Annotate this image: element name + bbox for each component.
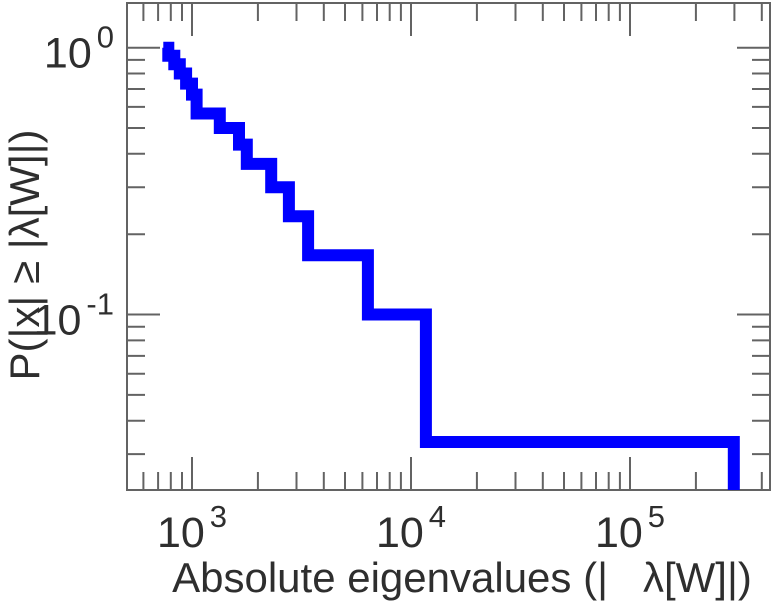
x-tick-label: 10 3: [157, 499, 227, 557]
x-tick-label: 10 4: [376, 499, 446, 557]
plot-border: [126, 2, 771, 491]
x-tick-label: 10 5: [595, 499, 665, 557]
y-axis-title: P(|x| ≥ |λ[W]|): [0, 129, 48, 381]
x-axis-title: Absolute eigenvalues (| λ[W]|): [172, 554, 752, 601]
y-tick-label: 10 -1: [34, 287, 114, 345]
y-tick-label: 10 0: [44, 20, 114, 78]
tick-marks: [127, 3, 770, 490]
ccdf-step-curve: [162, 41, 740, 490]
